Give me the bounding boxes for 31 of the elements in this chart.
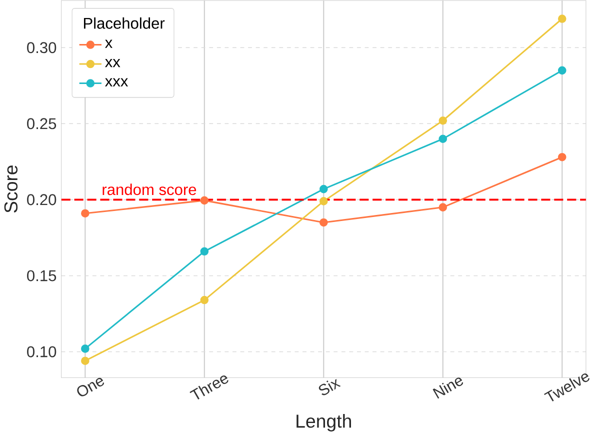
point xyxy=(558,66,566,75)
point xyxy=(558,14,566,24)
point xyxy=(319,197,328,206)
point xyxy=(438,203,448,212)
y-tick-label: 0.15 xyxy=(27,270,56,282)
ref-line-label: random score xyxy=(102,184,196,196)
y-tick-label: 0.10 xyxy=(27,346,56,358)
point xyxy=(438,116,448,125)
point xyxy=(200,247,209,256)
x-axis-title: Length xyxy=(296,414,351,432)
y-tick-label: 0.25 xyxy=(27,118,56,130)
point xyxy=(81,344,90,353)
x-tick-label: Six xyxy=(318,379,341,396)
x-tick-label: Three xyxy=(190,376,228,400)
x-tick-label: Nine xyxy=(432,378,464,399)
legend-label: xxx xyxy=(105,78,128,87)
point xyxy=(200,296,209,304)
point xyxy=(438,134,448,144)
legend-label: xx xyxy=(105,59,120,68)
legend-title: Placeholder xyxy=(84,18,165,29)
y-tick-label: 0.30 xyxy=(27,42,56,54)
point xyxy=(319,218,328,227)
x-tick-label: One xyxy=(77,378,104,396)
y-axis-title: Score xyxy=(4,166,18,213)
point xyxy=(200,196,209,205)
point xyxy=(81,356,90,366)
point xyxy=(558,153,566,162)
point xyxy=(319,185,328,194)
y-tick-label: 0.20 xyxy=(27,194,56,206)
point xyxy=(81,209,90,218)
legend-label: x xyxy=(105,40,112,48)
